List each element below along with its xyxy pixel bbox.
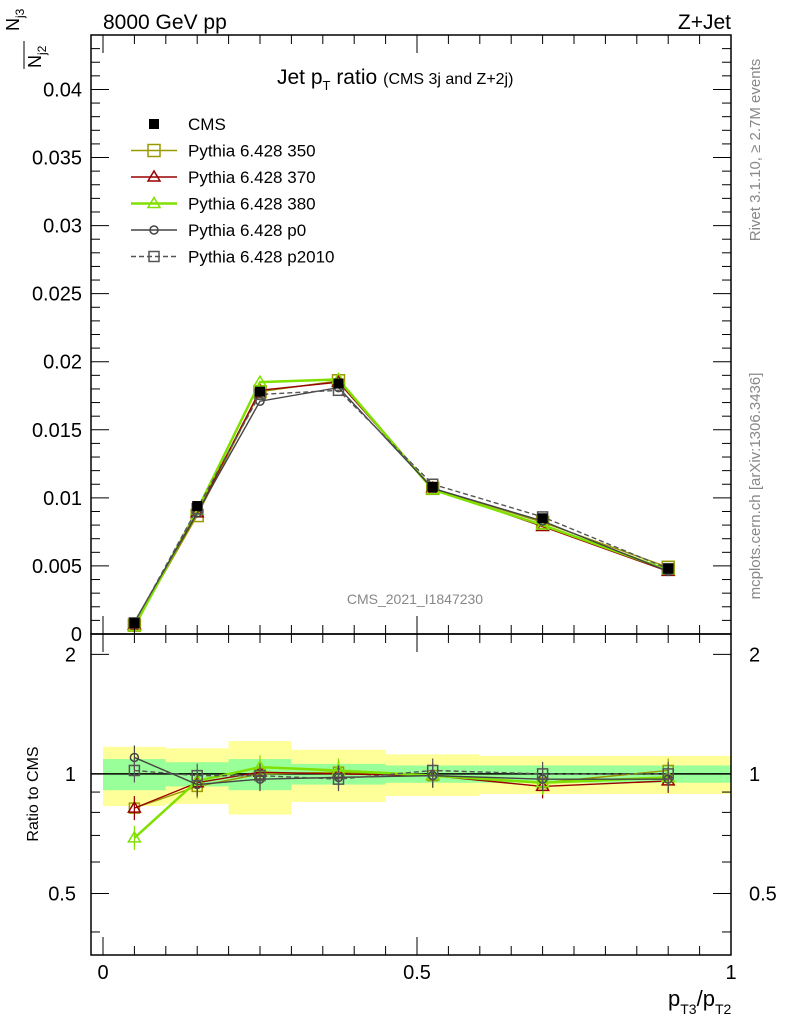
marker-square bbox=[254, 769, 266, 782]
ratio-frame bbox=[90, 633, 732, 956]
mcplots-label: mcplots.cern.ch [arXiv:1306.3436] bbox=[747, 373, 764, 600]
data-point bbox=[129, 618, 140, 629]
x-tick-label: 0 bbox=[97, 962, 108, 984]
data-point bbox=[333, 378, 344, 389]
legend-label-data: CMS bbox=[188, 115, 226, 134]
data-point bbox=[192, 501, 203, 512]
y-tick-label: 0.015 bbox=[32, 420, 82, 442]
svg-text:Nj2: Nj2 bbox=[25, 45, 49, 68]
ratio-y-tick-label-right: 0.5 bbox=[749, 883, 777, 905]
analysis-watermark: CMS_2021_I1847230 bbox=[347, 591, 483, 607]
marker-square bbox=[426, 764, 439, 777]
ratio-plot-content bbox=[91, 741, 731, 850]
legend-label: Pythia 6.428 380 bbox=[188, 195, 316, 214]
ratio-y-tick-label: 1 bbox=[65, 764, 76, 786]
y-tick-label: 0.04 bbox=[43, 79, 82, 101]
series-line-0 bbox=[133, 380, 669, 626]
series-line-1 bbox=[133, 381, 669, 626]
y-tick-label: 0.01 bbox=[43, 488, 82, 510]
main-y-axis-label: Nj3 Nj2 bbox=[3, 8, 49, 69]
y-tick-label: 0.025 bbox=[32, 284, 82, 306]
process-label: Z+Jet bbox=[678, 11, 731, 34]
marker-square bbox=[536, 768, 549, 780]
marker-square bbox=[662, 768, 674, 780]
chart-title: Jet pT ratio (CMS 3j and Z+2j) bbox=[277, 66, 513, 93]
legend-label: Pythia 6.428 350 bbox=[188, 142, 316, 161]
y-tick-label: 0.035 bbox=[32, 148, 82, 170]
x-tick-label: 0.5 bbox=[403, 962, 431, 984]
series-line-3 bbox=[133, 386, 669, 623]
energy-label: 8000 GeV pp bbox=[103, 11, 227, 34]
data-point bbox=[663, 563, 674, 574]
legend-label: Pythia 6.428 p0 bbox=[188, 221, 306, 240]
ratio-y-tick-label: 2 bbox=[65, 644, 76, 666]
legend: CMS Pythia 6.428 350 Pythia 6.428 370 Pythi… bbox=[131, 115, 335, 267]
x-tick-label: 1 bbox=[725, 962, 736, 984]
series-line-4 bbox=[133, 389, 669, 624]
y-tick-label: 0.03 bbox=[43, 216, 82, 238]
series-line-2 bbox=[133, 378, 669, 628]
marker-square bbox=[128, 764, 141, 777]
x-axis-label: pT3/pT2 bbox=[668, 986, 732, 1017]
marker-triangle bbox=[146, 169, 162, 182]
data-point bbox=[537, 513, 548, 524]
marker-triangle bbox=[146, 196, 162, 209]
marker-square bbox=[148, 250, 160, 263]
y-tick-label: 0 bbox=[71, 624, 82, 646]
data-point bbox=[427, 481, 438, 492]
ratio-y-tick-label-right: 2 bbox=[749, 644, 760, 666]
ratio-y-tick-label-right: 1 bbox=[749, 764, 760, 786]
ratio-y-tick-label: 0.5 bbox=[48, 883, 76, 905]
rivet-version-label: Rivet 3.1.10, ≥ 2.7M events bbox=[747, 59, 764, 242]
y-tick-label: 0.02 bbox=[43, 352, 82, 374]
ratio-panel: 0.5 0.51 12 2 0 0.5 1 Ratio to CMS pT3/pT2 bbox=[25, 633, 777, 1017]
legend-label: Pythia 6.428 370 bbox=[188, 168, 316, 187]
y-tick-label: 0.005 bbox=[32, 556, 82, 578]
marker-circle bbox=[149, 225, 159, 235]
ratio-y-axis-label: Ratio to CMS bbox=[25, 746, 42, 841]
marker-triangle bbox=[252, 374, 268, 387]
marker-triangle bbox=[127, 830, 142, 843]
legend-marker-data bbox=[149, 119, 159, 129]
legend-label: Pythia 6.428 p2010 bbox=[188, 248, 335, 267]
ratio-y-tick-labels: 0.5 0.5 1 1 2 2 bbox=[48, 644, 777, 905]
main-frame bbox=[90, 34, 732, 635]
main-y-tick-labels: 0 0.005 0.01 0.015 0.02 0.025 0.03 0.035 0.04 bbox=[32, 79, 82, 646]
marker-square bbox=[147, 143, 161, 158]
main-panel: 0 0.005 0.01 0.015 0.02 0.025 0.03 0.035 0.04 Je… bbox=[3, 8, 732, 646]
marker-square bbox=[191, 769, 203, 782]
data-point bbox=[255, 386, 265, 397]
main-axis-ticks bbox=[91, 35, 732, 635]
chart-title-note: (CMS 3j and Z+2j) bbox=[383, 71, 513, 88]
marker-triangle bbox=[127, 800, 142, 813]
marker-square bbox=[332, 773, 345, 785]
x-tick-labels: 0 0.5 1 bbox=[97, 962, 736, 984]
ratio-axis-ticks bbox=[91, 634, 732, 955]
svg-text:Nj3: Nj3 bbox=[3, 8, 27, 31]
